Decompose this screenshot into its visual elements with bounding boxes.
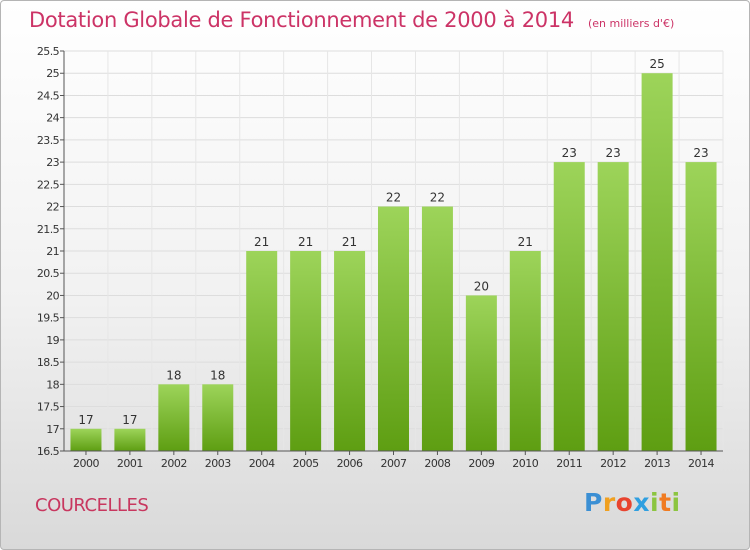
y-tick-label: 20.5 <box>37 267 60 280</box>
bar-value-label: 25 <box>649 57 664 71</box>
place-name: COURCELLES <box>35 495 149 516</box>
x-tick-label: 2001 <box>117 457 143 470</box>
y-tick-label: 23.5 <box>37 134 60 147</box>
bar-value-label: 21 <box>342 235 357 249</box>
bar-value-label: 17 <box>122 413 137 427</box>
bar-value-label: 23 <box>693 146 708 160</box>
x-tick-label: 2004 <box>249 457 275 470</box>
y-tick-label: 18.5 <box>37 356 60 369</box>
bar <box>421 206 453 451</box>
bar-value-label: 22 <box>430 191 445 205</box>
bar <box>114 428 146 451</box>
bar <box>597 162 629 451</box>
y-tick-label: 25 <box>46 67 59 80</box>
y-tick-label: 24.5 <box>37 89 60 102</box>
y-tick-label: 16.5 <box>37 445 60 458</box>
y-tick-label: 24 <box>46 112 59 125</box>
x-tick-label: 2013 <box>644 457 670 470</box>
y-tick-label: 19 <box>46 334 59 347</box>
x-tick-label: 2007 <box>381 457 407 470</box>
y-tick-label: 21 <box>46 245 59 258</box>
bar-value-label: 23 <box>562 146 577 160</box>
y-tick-label: 20 <box>46 289 59 302</box>
x-tick-label: 2003 <box>205 457 231 470</box>
x-tick-label: 2006 <box>337 457 363 470</box>
bar <box>509 251 541 451</box>
y-tick-label: 17.5 <box>37 401 60 414</box>
y-tick-label: 22 <box>46 201 59 214</box>
y-tick-label: 21.5 <box>37 223 60 236</box>
y-tick-label: 17 <box>46 423 59 436</box>
y-tick-label: 25.5 <box>37 45 60 58</box>
brand-logo: Proxiti <box>584 488 681 517</box>
bar <box>378 206 409 451</box>
x-tick-label: 2000 <box>73 457 99 470</box>
bar <box>202 384 234 451</box>
bars: 17 17 18 18 21 21 21 22 22 20 21 23 23 25 23 <box>70 57 717 451</box>
bar-value-label: 23 <box>606 146 621 160</box>
x-tick-label: 2008 <box>424 457 450 470</box>
bar-value-label: 22 <box>386 191 401 205</box>
bar-value-label: 21 <box>254 235 269 249</box>
x-tick-label: 2002 <box>161 457 187 470</box>
bar-value-label: 18 <box>210 368 225 382</box>
bar <box>334 251 366 451</box>
x-tick-label: 2009 <box>468 457 494 470</box>
bar-value-label: 21 <box>298 235 313 249</box>
bar <box>685 162 717 451</box>
bar-value-label: 17 <box>78 413 93 427</box>
bar <box>641 73 673 451</box>
chart-unit: (en milliers d'€) <box>587 17 675 30</box>
chart-title: Dotation Globale de Fonctionnement de 20… <box>29 8 574 32</box>
y-tick-label: 22.5 <box>37 178 60 191</box>
bar <box>246 251 278 451</box>
bar-value-label: 18 <box>166 368 181 382</box>
bar-value-label: 20 <box>474 279 489 293</box>
title-row: Dotation Globale de Fonctionnement de 20… <box>29 8 674 32</box>
y-tick-label: 19.5 <box>37 312 60 325</box>
bar-value-label: 21 <box>518 235 533 249</box>
x-tick-label: 2011 <box>556 457 582 470</box>
x-tick-label: 2012 <box>600 457 626 470</box>
bar <box>465 295 497 451</box>
x-tick-label: 2010 <box>512 457 538 470</box>
x-tick-label: 2005 <box>293 457 319 470</box>
bar <box>70 428 102 451</box>
y-tick-label: 23 <box>46 156 59 169</box>
x-tick-label: 2014 <box>688 457 714 470</box>
bar <box>553 162 585 451</box>
y-tick-label: 18 <box>46 378 59 391</box>
bar <box>158 384 190 451</box>
axes: 16.5 17 17.5 18 18.5 19 19.5 20 20.5 21 21.5 22 22.5… <box>37 45 723 470</box>
bar <box>290 251 322 451</box>
